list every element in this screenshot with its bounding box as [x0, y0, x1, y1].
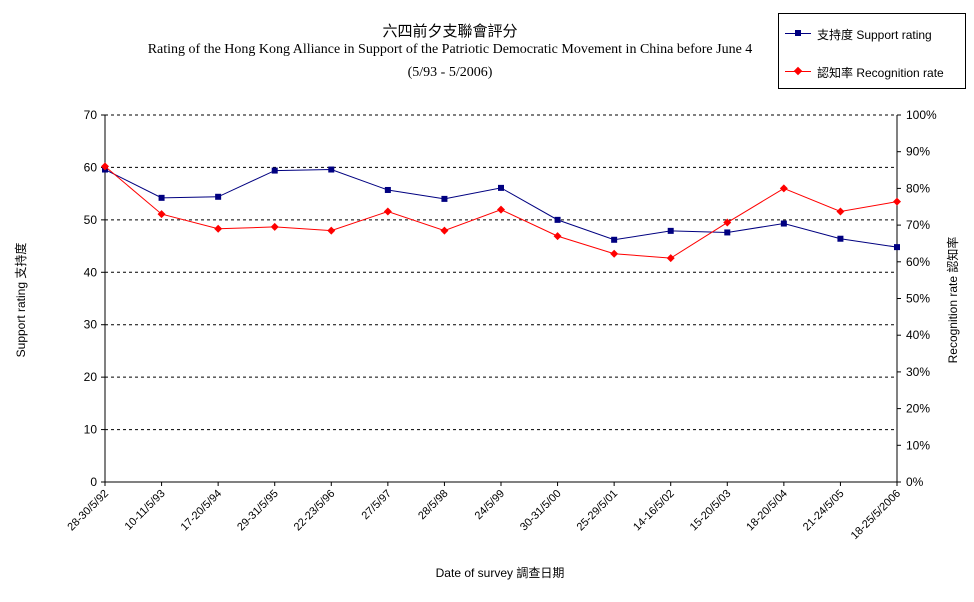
- left-tick-label: 50: [84, 213, 98, 227]
- x-tick-label: 14-16/5/02: [631, 488, 677, 534]
- support-point: [271, 167, 278, 174]
- x-tick-label: 22-23/5/96: [292, 488, 338, 534]
- right-tick-label: 40%: [906, 328, 930, 342]
- y-axis-title-left: Support rating 支持度: [13, 243, 28, 358]
- left-tick-label: 60: [84, 160, 98, 174]
- legend-support-label: 支持度 Support rating: [817, 28, 932, 42]
- support-point: [724, 229, 731, 236]
- chart-subtitle: Rating of the Hong Kong Alliance in Supp…: [147, 42, 753, 57]
- left-tick-label: 10: [84, 423, 98, 437]
- recognition-point: [779, 184, 788, 193]
- recognition-point: [666, 254, 675, 263]
- legend-support-marker: [795, 30, 801, 36]
- support-point: [554, 216, 561, 223]
- support-point: [667, 227, 674, 234]
- right-tick-label: 60%: [906, 255, 930, 269]
- legend-item-support: 支持度 Support rating: [779, 24, 965, 44]
- support-point: [837, 235, 844, 242]
- recognition-point: [497, 205, 505, 214]
- left-tick-label: 40: [84, 265, 98, 279]
- x-tick-label: 29-31/5/95: [235, 488, 281, 534]
- right-tick-label: 30%: [906, 365, 930, 379]
- recognition-point: [157, 210, 166, 219]
- support-point: [215, 193, 222, 200]
- recognition-point: [101, 162, 109, 171]
- x-axis-title: Date of survey 調查日期: [436, 566, 565, 580]
- recognition-point: [383, 207, 392, 216]
- recognition-point: [553, 232, 562, 241]
- right-tick-label: 90%: [906, 145, 930, 159]
- recognition-point: [893, 197, 901, 206]
- support-point: [328, 166, 335, 173]
- recognition-point: [440, 226, 449, 235]
- support-point: [498, 184, 504, 191]
- legend-item-recognition: 認知率 Recognition rate: [779, 62, 965, 82]
- left-tick-label: 0: [90, 475, 97, 489]
- support-point: [441, 195, 448, 202]
- chart-title: 六四前夕支聯會評分: [382, 24, 518, 40]
- right-tick-label: 20%: [906, 402, 930, 416]
- x-tick-label: 30-31/5/00: [518, 488, 564, 534]
- right-tick-label: 70%: [906, 218, 930, 232]
- right-tick-label: 100%: [906, 108, 937, 122]
- y-axis-title-right: Recognition rate 認知率: [945, 237, 960, 364]
- x-tick-label: 17-20/5/94: [179, 488, 225, 534]
- legend-recognition-label: 認知率 Recognition rate: [817, 66, 944, 80]
- support-point: [158, 194, 165, 201]
- recognition-point: [270, 222, 279, 231]
- recognition-point: [214, 224, 223, 233]
- left-tick-label: 20: [84, 370, 98, 384]
- recognition-point: [327, 226, 336, 235]
- x-tick-label: 10-11/5/93: [123, 488, 168, 533]
- legend: 支持度 Support rating 認知率 Recognition rate: [778, 13, 966, 89]
- right-tick-label: 50%: [906, 292, 930, 306]
- x-tick-label: 25-29/5/01: [575, 488, 621, 534]
- recognition-point: [723, 218, 732, 227]
- legend-recognition-marker: [793, 66, 803, 76]
- support-point: [894, 244, 900, 251]
- x-tick-label: 18-20/5/04: [744, 488, 790, 534]
- left-tick-label: 30: [84, 318, 98, 332]
- recognition-point: [836, 207, 845, 216]
- x-tick-label: 24/5/99: [473, 488, 507, 522]
- x-tick-label: 18-25/5/2006: [849, 488, 903, 542]
- support-point: [384, 186, 391, 193]
- right-tick-label: 10%: [906, 438, 930, 452]
- left-tick-label: 70: [84, 108, 98, 122]
- recognition-point: [610, 249, 619, 258]
- x-tick-label: 15-20/5/03: [688, 488, 734, 534]
- x-tick-label: 21-24/5/05: [801, 488, 847, 534]
- x-tick-label: 28-30/5/92: [65, 488, 111, 534]
- x-tick-label: 27/5/97: [360, 488, 394, 522]
- right-tick-label: 80%: [906, 181, 930, 195]
- x-tick-label: 28/5/98: [416, 488, 450, 522]
- support-point: [611, 236, 618, 243]
- support-point: [780, 220, 787, 227]
- right-tick-label: 0%: [906, 475, 924, 489]
- chart-period: (5/93 - 5/2006): [407, 65, 493, 80]
